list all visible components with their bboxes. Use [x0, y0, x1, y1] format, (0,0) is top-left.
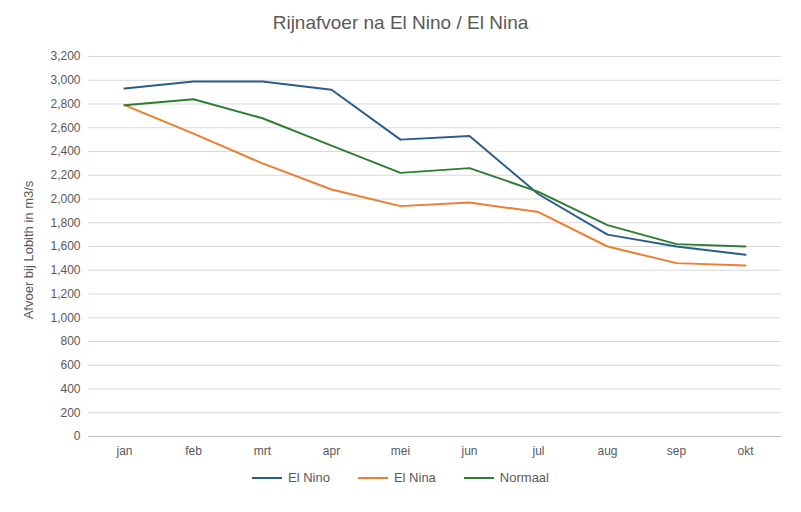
svg-text:1,800: 1,800 — [50, 216, 80, 230]
svg-text:1,400: 1,400 — [50, 263, 80, 277]
svg-text:jan: jan — [115, 444, 132, 458]
svg-text:600: 600 — [60, 358, 80, 372]
svg-text:1,200: 1,200 — [50, 287, 80, 301]
svg-text:jul: jul — [531, 444, 544, 458]
svg-text:400: 400 — [60, 382, 80, 396]
svg-text:200: 200 — [60, 406, 80, 420]
svg-text:jun: jun — [460, 444, 477, 458]
svg-text:3,200: 3,200 — [50, 49, 80, 63]
html-text:Rijnafvoer na El Nino / El Nin: Rijnafvoer na El Nino / El Nina — [272, 12, 529, 33]
svg-text:1,000: 1,000 — [50, 311, 80, 325]
html-text:Afvoer bij Lobith in m3/s: Afvoer bij Lobith in m3/s — [20, 180, 36, 320]
svg-text:2,600: 2,600 — [50, 121, 80, 135]
svg-text:aug: aug — [597, 444, 617, 458]
svg-text:800: 800 — [60, 334, 80, 348]
svg-text:okt: okt — [737, 444, 754, 458]
svg-text:mrt: mrt — [254, 444, 272, 458]
svg-text:2,400: 2,400 — [50, 144, 80, 158]
svg-text:1,600: 1,600 — [50, 239, 80, 253]
html-text:Normaal: Normaal — [499, 470, 549, 485]
svg-text:sep: sep — [667, 444, 687, 458]
svg-text:2,800: 2,800 — [50, 97, 80, 111]
svg-text:apr: apr — [323, 444, 340, 458]
svg-text:mei: mei — [391, 444, 410, 458]
svg-text:2,200: 2,200 — [50, 168, 80, 182]
svg-text:2,000: 2,000 — [50, 192, 80, 206]
svg-text:0: 0 — [74, 429, 81, 443]
html-text:El Nino: El Nino — [288, 470, 330, 485]
html-text:El Nina: El Nina — [393, 470, 436, 485]
svg-text:3,000: 3,000 — [50, 73, 80, 87]
svg-text:feb: feb — [185, 444, 202, 458]
